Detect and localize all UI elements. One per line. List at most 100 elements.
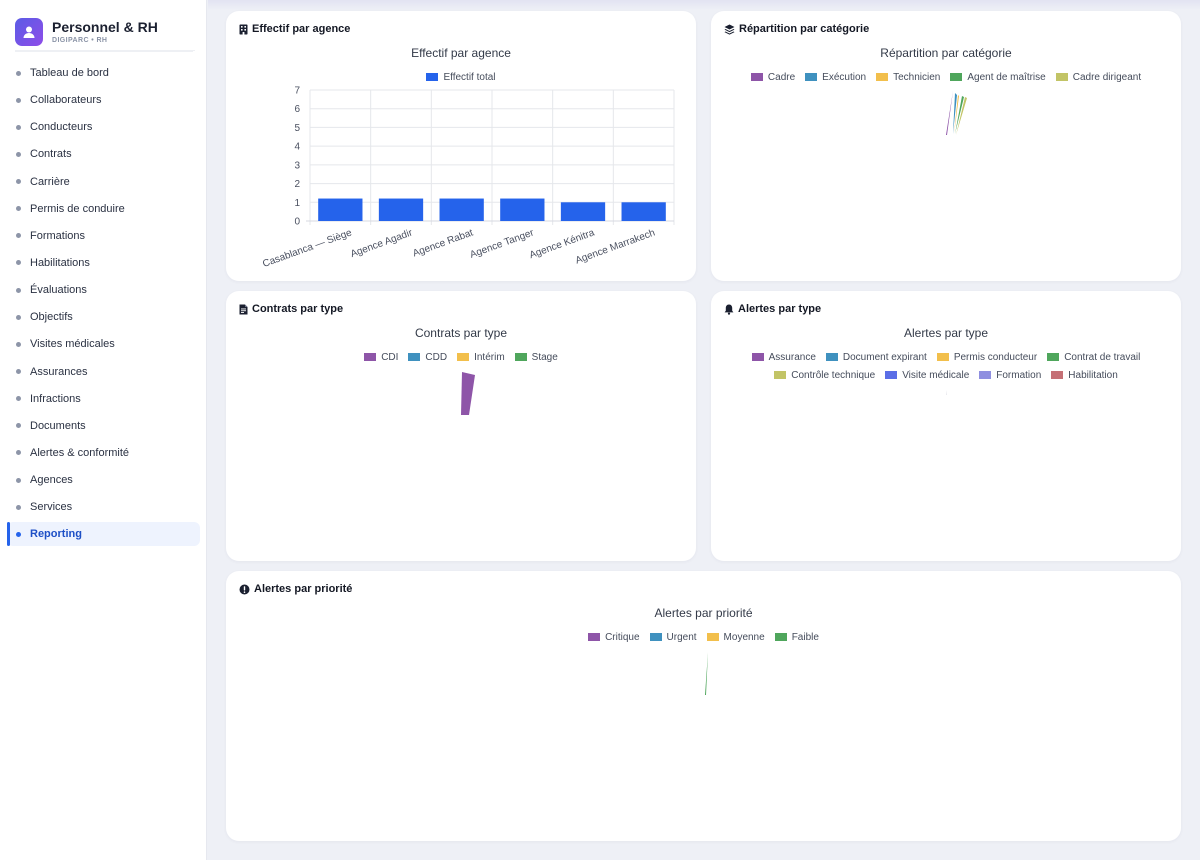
chart-legend: Cadre Exécution Technicien Agent de maîtris…: [711, 68, 1181, 86]
legend-item[interactable]: CDI: [364, 348, 398, 366]
pie-slice-cdi[interactable]: [461, 372, 475, 415]
legend-item[interactable]: Intérim: [457, 348, 505, 366]
bar[interactable]: [500, 198, 545, 221]
sidebar-item-label: Visites médicales: [30, 338, 115, 351]
sidebar-item-reporting[interactable]: Reporting: [7, 522, 200, 547]
chart-legend: Critique Urgent Moyenne Faible: [226, 628, 1181, 646]
legend-item[interactable]: CDD: [408, 348, 447, 366]
sidebar-item-infractions[interactable]: Infractions: [7, 387, 200, 411]
legend-item[interactable]: Cadre dirigeant: [1055, 68, 1141, 86]
chart-legend: Assurance Document expirant Permis conduct…: [741, 348, 1151, 384]
app-title: Personnel & RH: [52, 18, 158, 35]
sidebar-item-agences[interactable]: Agences: [7, 468, 200, 492]
bar[interactable]: [439, 198, 484, 221]
bar[interactable]: [378, 198, 424, 221]
legend-item[interactable]: Cadre: [750, 68, 796, 86]
sidebar-item-formations[interactable]: Formations: [7, 224, 200, 248]
legend-swatch: [426, 73, 439, 81]
legend-label: CDD: [425, 351, 448, 363]
sidebar-item-label: Tableau de bord: [30, 67, 109, 79]
sidebar-item-label: Documents: [30, 419, 86, 432]
sidebar-item-services[interactable]: Services: [7, 495, 200, 519]
legend-swatch: [750, 73, 763, 81]
sidebar: Personnel & RH DIGIPARC • RH Tableau de …: [0, 0, 207, 860]
sidebar-item-label: Reporting: [30, 528, 82, 541]
legend-label: Effectif total: [443, 71, 496, 83]
sidebar-item-label: Services: [30, 501, 73, 514]
legend-swatch: [805, 73, 818, 81]
x-tick-label: Agence Agadir: [349, 227, 415, 260]
bullet-icon: [16, 450, 21, 456]
bar[interactable]: [621, 202, 666, 221]
x-tick-label: Agence Tanger: [469, 227, 536, 261]
sidebar-item-conducteurs[interactable]: Conducteurs: [7, 115, 200, 139]
legend-swatch: [936, 353, 949, 361]
legend-label: Contrôle technique: [791, 369, 876, 381]
legend-item[interactable]: Stage: [514, 348, 558, 366]
sidebar-item-alertes-conformite[interactable]: Alertes & conformité: [7, 441, 200, 465]
bar[interactable]: [560, 202, 606, 221]
legend-label: Faible: [791, 631, 819, 643]
legend-item[interactable]: Exécution: [805, 68, 866, 86]
sidebar-item-evaluations[interactable]: Évaluations: [7, 278, 200, 302]
sidebar-item-label: Collaborateurs: [30, 94, 102, 107]
pie-slice-technicien[interactable]: [954, 95, 959, 134]
legend-label: Exécution: [822, 71, 867, 83]
pie-chart-categorie: [946, 91, 967, 135]
sidebar-item-assurances[interactable]: Assurances: [7, 360, 200, 384]
legend-item[interactable]: Urgent: [649, 628, 697, 646]
legend-item[interactable]: Visite médicale: [885, 366, 969, 384]
legend-label: Permis conducteur: [953, 351, 1038, 363]
divider: [15, 51, 193, 52]
legend-item[interactable]: Formation: [979, 366, 1041, 384]
pie-slice-cadre[interactable]: [946, 91, 953, 135]
sidebar-item-collaborateurs[interactable]: Collaborateurs: [7, 88, 200, 112]
legend-item[interactable]: Agent de maîtrise: [950, 68, 1046, 86]
sidebar-item-tableau-de-bord[interactable]: Tableau de bord: [7, 61, 200, 85]
bullet-icon: [16, 70, 21, 76]
pie-slice-cadre-dirigeant[interactable]: [956, 97, 967, 135]
pie-slice-assurance[interactable]: [946, 390, 947, 395]
card-heading: Alertes par priorité: [254, 583, 353, 595]
user-icon: [15, 17, 43, 46]
legend-item[interactable]: Assurance: [751, 348, 816, 366]
sidebar-item-visites-medicales[interactable]: Visites médicales: [7, 332, 200, 356]
legend-item[interactable]: Effectif total: [426, 68, 496, 86]
bullet-icon: [16, 97, 21, 103]
chart-title: Alertes par type: [903, 326, 989, 340]
legend-item[interactable]: Document expirant: [825, 348, 927, 366]
legend-item[interactable]: Contrat de travail: [1047, 348, 1140, 366]
legend-label: Habilitation: [1068, 369, 1118, 381]
legend-item[interactable]: Faible: [774, 628, 819, 646]
y-tick-label: 2: [294, 179, 300, 190]
sidebar-item-objectifs[interactable]: Objectifs: [7, 305, 200, 329]
brand[interactable]: Personnel & RH DIGIPARC • RH: [15, 13, 195, 51]
x-tick-label: Casablanca — Siège: [261, 227, 353, 270]
x-tick-label: Agence Rabat: [411, 227, 475, 259]
legend-item[interactable]: Critique: [588, 628, 640, 646]
pie-slice-faible[interactable]: [705, 652, 708, 695]
legend-item[interactable]: Technicien: [876, 68, 940, 86]
legend-label: Contrat de travail: [1064, 351, 1141, 363]
sidebar-item-permis-de-conduire[interactable]: Permis de conduire: [7, 197, 200, 221]
pie-slice-agent-de-maitrise[interactable]: [955, 96, 964, 134]
bell-icon: [724, 304, 734, 315]
bar[interactable]: [318, 198, 363, 221]
sidebar-item-habilitations[interactable]: Habilitations: [7, 251, 200, 275]
sidebar-item-documents[interactable]: Documents: [7, 414, 200, 438]
legend-swatch: [706, 633, 719, 641]
legend-item[interactable]: Permis conducteur: [936, 348, 1038, 366]
sidebar-item-contrats[interactable]: Contrats: [7, 142, 200, 166]
bullet-icon: [16, 341, 21, 347]
legend-swatch: [825, 353, 838, 361]
pie-slice-execution[interactable]: [953, 93, 957, 134]
legend-item[interactable]: Contrôle technique: [774, 366, 875, 384]
legend-item[interactable]: Moyenne: [706, 628, 765, 646]
sidebar-item-carriere[interactable]: Carrière: [7, 170, 200, 194]
bullet-icon: [16, 369, 21, 375]
sidebar-item-label: Infractions: [30, 392, 81, 405]
legend-item[interactable]: Habilitation: [1051, 366, 1118, 384]
legend-label: Cadre: [767, 71, 796, 83]
pie-chart-alertes-priorite: [705, 652, 708, 695]
card-heading: Répartition par catégorie: [739, 23, 870, 35]
